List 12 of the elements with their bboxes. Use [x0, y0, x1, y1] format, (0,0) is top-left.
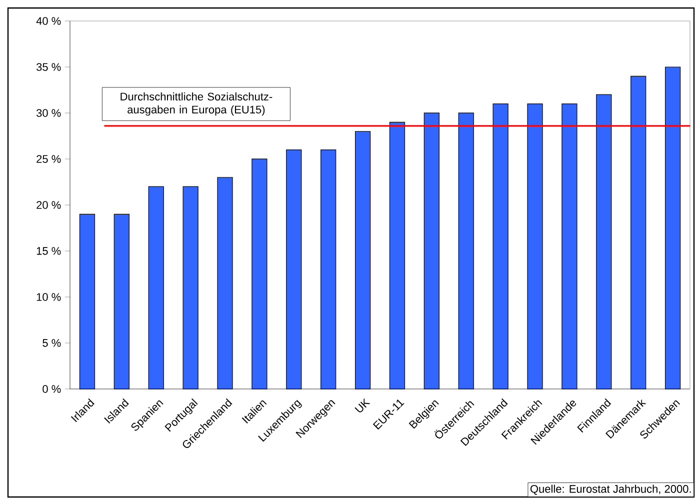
y-tick-label: 35 %: [36, 63, 61, 71]
y-tick-label: 0 %: [42, 385, 61, 393]
y-tick-label: 5 %: [42, 339, 61, 347]
y-tick-label: 10 %: [36, 293, 61, 301]
y-tick-label: 25 %: [36, 155, 61, 163]
source-note: Quelle: Eurostat Jahrbuch, 2000.: [530, 484, 691, 495]
x-tick-label: UK: [354, 398, 370, 412]
y-tick-label: 20 %: [36, 201, 61, 209]
y-tick-label: 40 %: [36, 17, 61, 25]
y-tick-label: 30 %: [36, 109, 61, 117]
y-tick-label: 15 %: [36, 247, 61, 255]
ref-line-label: Durchschnittliche Sozialschutz-ausgaben in Europa (EU15): [120, 92, 272, 116]
